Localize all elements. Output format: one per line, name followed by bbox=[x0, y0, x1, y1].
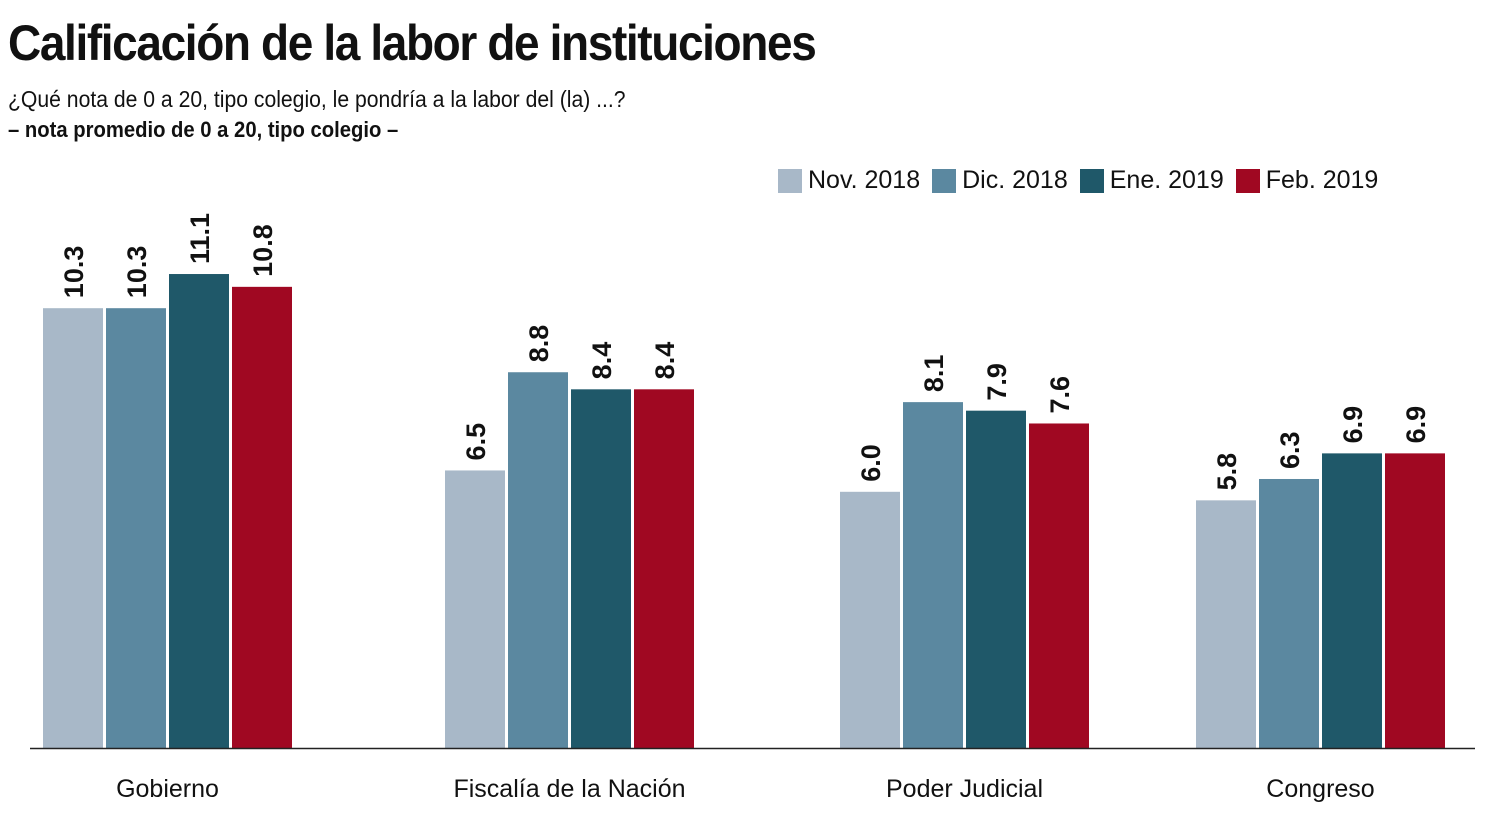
legend-swatch bbox=[1235, 168, 1260, 193]
data-label: 6.9 bbox=[1401, 406, 1431, 444]
chart-subtitle-unit: – nota promedio de 0 a 20, tipo colegio … bbox=[8, 117, 399, 142]
data-label: 8.4 bbox=[587, 342, 617, 380]
data-label: 6.0 bbox=[856, 444, 886, 482]
data-label: 8.1 bbox=[919, 355, 949, 393]
bar bbox=[169, 274, 229, 748]
legend-swatch bbox=[1079, 168, 1104, 193]
legend-label: Nov. 2018 bbox=[808, 166, 921, 194]
legend-item: Nov. 2018 bbox=[778, 166, 920, 195]
legend-label: Dic. 2018 bbox=[962, 166, 1068, 194]
legend-label: Feb. 2019 bbox=[1265, 166, 1379, 194]
legend-item: Ene. 2019 bbox=[1079, 166, 1224, 195]
data-label: 6.3 bbox=[1275, 431, 1305, 469]
category-label: Poder Judicial bbox=[886, 775, 1043, 803]
data-label: 6.5 bbox=[461, 423, 491, 461]
bar bbox=[1259, 478, 1319, 748]
bar bbox=[508, 372, 568, 748]
bar bbox=[1029, 423, 1089, 748]
bar bbox=[840, 491, 900, 748]
chart-subtitle: ¿Qué nota de 0 a 20, tipo colegio, le po… bbox=[8, 86, 626, 112]
legend-swatch bbox=[778, 168, 802, 193]
category-label: Gobierno bbox=[116, 775, 219, 803]
legend-item: Feb. 2019 bbox=[1235, 166, 1379, 195]
bar bbox=[903, 402, 963, 748]
bar bbox=[445, 470, 505, 748]
data-label: 10.3 bbox=[59, 246, 89, 299]
data-label: 7.6 bbox=[1045, 376, 1075, 414]
data-label: 6.9 bbox=[1338, 406, 1368, 444]
bar bbox=[1196, 500, 1256, 748]
data-label: 8.8 bbox=[524, 325, 554, 363]
bar bbox=[232, 286, 292, 748]
data-label: 7.9 bbox=[982, 363, 1012, 401]
bar bbox=[1385, 453, 1445, 748]
bar bbox=[106, 308, 166, 748]
legend-swatch bbox=[932, 168, 957, 193]
legend: Nov. 2018 Dic. 2018 Ene. 2019 Feb. 2019 bbox=[778, 166, 1378, 195]
data-label: 10.3 bbox=[122, 246, 152, 299]
category-label: Fiscalía de la Nación bbox=[453, 775, 685, 803]
data-label: 11.1 bbox=[185, 213, 215, 264]
bar bbox=[43, 308, 103, 748]
chart-title: Calificación de la labor de institucione… bbox=[8, 15, 817, 71]
bar bbox=[1322, 453, 1382, 748]
legend-label: Ene. 2019 bbox=[1109, 166, 1224, 194]
bar bbox=[571, 389, 631, 748]
bar bbox=[966, 410, 1026, 748]
data-label: 5.8 bbox=[1212, 453, 1242, 491]
data-label: 8.4 bbox=[650, 342, 680, 380]
category-label: Congreso bbox=[1266, 775, 1374, 803]
data-label: 10.8 bbox=[248, 224, 278, 277]
legend-item: Dic. 2018 bbox=[932, 166, 1068, 195]
bar bbox=[634, 389, 694, 748]
